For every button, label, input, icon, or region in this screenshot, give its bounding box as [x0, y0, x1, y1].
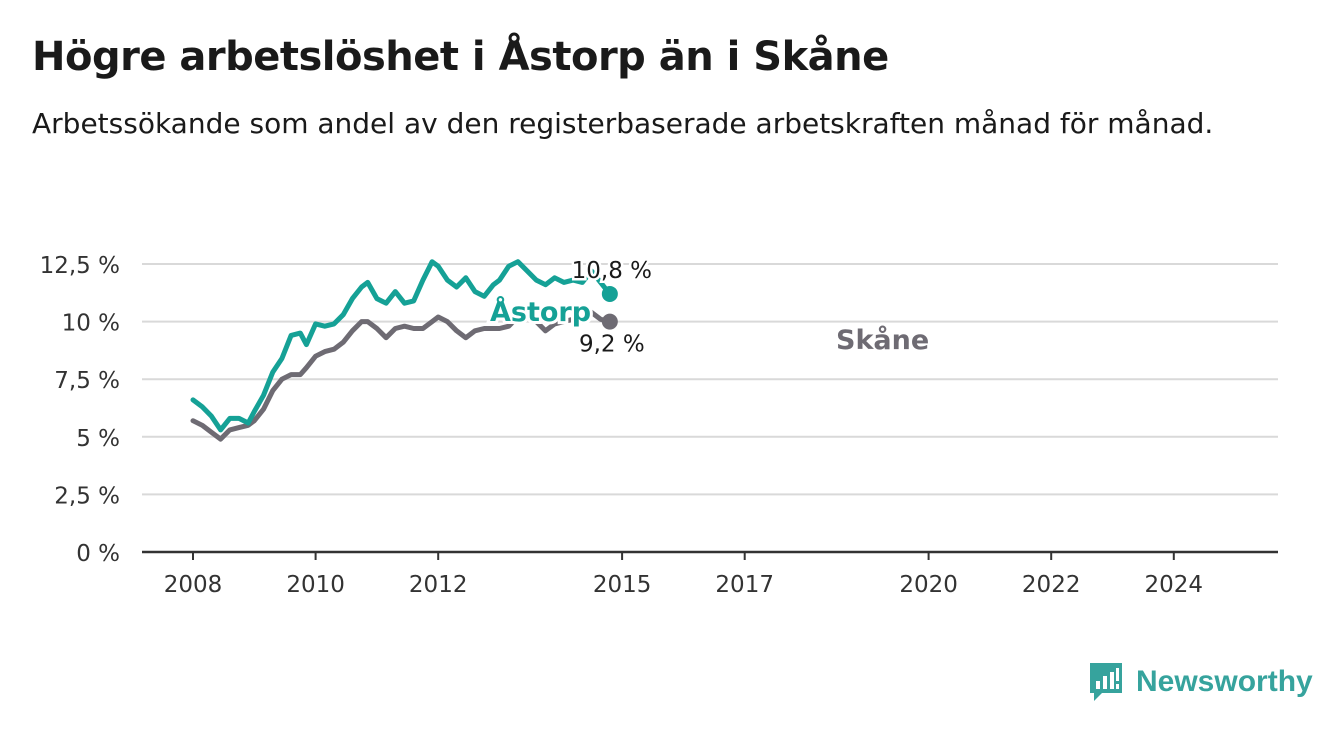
series-line-astorp	[190, 259, 613, 433]
x-tick-label: 2024	[1145, 572, 1204, 598]
chart-subtitle: Arbetssökande som andel av den registerb…	[32, 107, 1214, 140]
y-tick-label: 7,5 %	[54, 368, 120, 394]
series-label-skane: Skåne	[836, 324, 929, 356]
end-value-label-astorp: 10,8 %	[572, 258, 652, 284]
series-label-astorp: Åstorp	[490, 296, 591, 328]
series-lines	[190, 259, 618, 442]
x-tick-label: 2020	[899, 572, 958, 598]
y-tick-label: 2,5 %	[54, 483, 120, 509]
grid-lines	[142, 263, 1278, 496]
end-point-skane	[601, 313, 618, 330]
y-tick-label: 5 %	[76, 426, 120, 452]
y-tick-label: 12,5 %	[40, 253, 120, 279]
x-tick-label: 2010	[286, 572, 345, 598]
series-line-skane	[190, 309, 613, 442]
brand-logo: Newsworthy	[1088, 660, 1313, 704]
y-tick-label: 10 %	[62, 311, 120, 337]
x-tick-label: 2012	[409, 572, 468, 598]
end-point-astorp	[601, 285, 618, 302]
brand-name: Newsworthy	[1136, 665, 1313, 698]
x-tick-label: 2017	[715, 572, 774, 598]
series-labels: Åstorp Skåne 10,8 % 9,2 %	[487, 255, 932, 360]
x-tick-label: 2008	[164, 572, 223, 598]
chart-title: Högre arbetslöshet i Åstorp än i Skåne	[32, 34, 889, 80]
x-tick-label: 2022	[1022, 572, 1081, 598]
x-tick-label: 2015	[593, 572, 652, 598]
end-value-label-skane: 9,2 %	[579, 332, 645, 358]
newsworthy-logo-icon	[1090, 663, 1122, 701]
y-tick-label: 0 %	[76, 541, 120, 567]
x-axis-ticks: 2008 2010 2012 2015 2017 2020 2022 2024	[164, 552, 1203, 598]
y-axis-tick-labels: 0 % 2,5 % 5 % 7,5 % 10 % 12,5 %	[40, 253, 120, 567]
line-chart: 0 %2,5 %5 %7,5 %10 %12,5 % 2008 2010 2012 2…	[40, 253, 1278, 598]
